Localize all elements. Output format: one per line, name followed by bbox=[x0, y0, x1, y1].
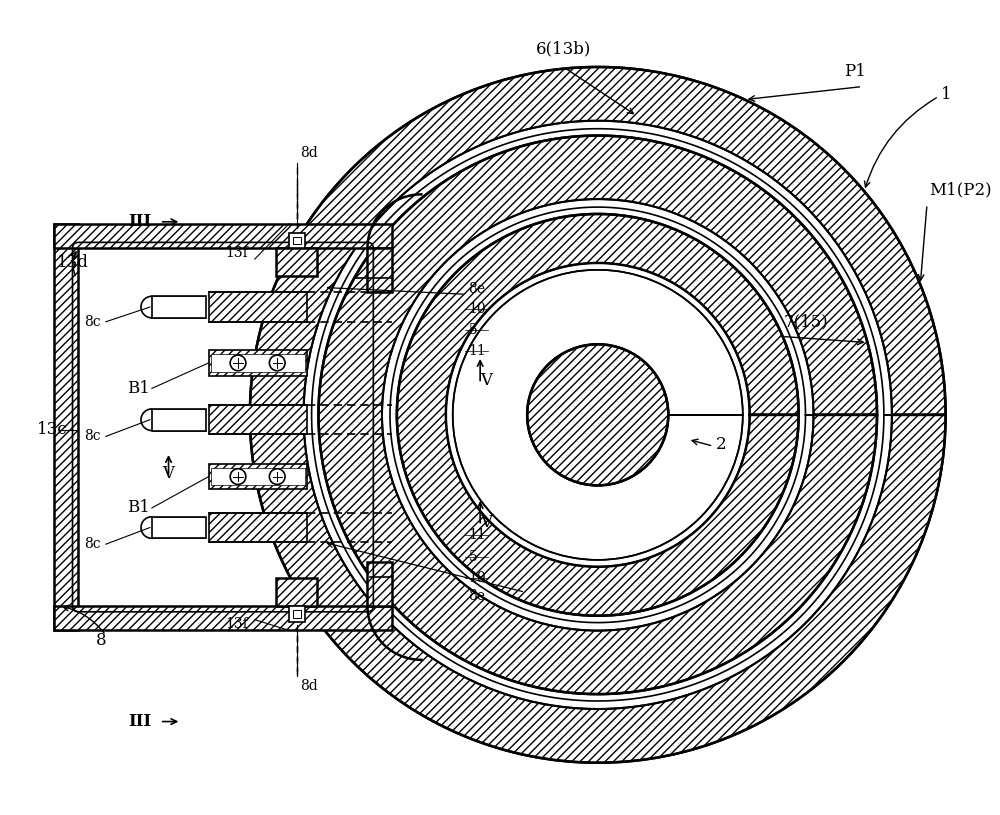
Bar bbox=[276, 579, 317, 606]
Bar bbox=[293, 236, 301, 244]
Text: V: V bbox=[163, 465, 175, 482]
Bar bbox=[293, 610, 301, 618]
Text: B1: B1 bbox=[127, 500, 150, 517]
Text: 8c: 8c bbox=[84, 537, 101, 551]
Text: 8c: 8c bbox=[84, 315, 101, 328]
Text: 13f: 13f bbox=[226, 246, 249, 260]
Bar bbox=[211, 468, 305, 486]
Text: 1: 1 bbox=[941, 86, 951, 103]
Polygon shape bbox=[382, 200, 813, 631]
Bar bbox=[367, 562, 392, 606]
Bar bbox=[54, 224, 392, 249]
Text: 11: 11 bbox=[468, 344, 486, 358]
Bar bbox=[209, 293, 307, 322]
Bar bbox=[209, 405, 307, 434]
Polygon shape bbox=[304, 121, 892, 709]
Text: 8e: 8e bbox=[468, 589, 485, 603]
Text: 5: 5 bbox=[468, 323, 477, 337]
Text: V: V bbox=[480, 514, 492, 531]
Text: 5: 5 bbox=[468, 550, 477, 564]
Text: M1(P2): M1(P2) bbox=[929, 181, 992, 198]
Polygon shape bbox=[453, 270, 743, 560]
Bar bbox=[54, 606, 392, 631]
Text: 8d: 8d bbox=[300, 146, 318, 161]
Bar bbox=[209, 513, 307, 542]
Text: B1: B1 bbox=[127, 380, 150, 397]
Text: P1: P1 bbox=[844, 64, 865, 81]
Text: 11: 11 bbox=[468, 528, 486, 542]
Text: 8c: 8c bbox=[84, 430, 101, 443]
Bar bbox=[289, 232, 305, 249]
Bar bbox=[209, 350, 307, 376]
Text: 13c: 13c bbox=[37, 421, 68, 438]
Text: V: V bbox=[480, 372, 492, 389]
Text: 10: 10 bbox=[468, 302, 486, 316]
Bar bbox=[152, 409, 206, 430]
Text: 6(13b): 6(13b) bbox=[536, 41, 591, 58]
Text: 8d: 8d bbox=[300, 679, 318, 694]
Text: III: III bbox=[129, 214, 152, 231]
Text: 2: 2 bbox=[715, 436, 726, 453]
Bar bbox=[152, 517, 206, 539]
Text: 8: 8 bbox=[96, 632, 107, 649]
Polygon shape bbox=[250, 67, 946, 763]
Text: 13f: 13f bbox=[226, 617, 249, 631]
Polygon shape bbox=[318, 135, 877, 694]
Text: 10: 10 bbox=[468, 571, 486, 585]
Text: 13d: 13d bbox=[57, 254, 89, 271]
Bar bbox=[209, 464, 307, 489]
Bar bbox=[211, 354, 305, 372]
Text: 7(15): 7(15) bbox=[784, 313, 829, 330]
Text: 8e: 8e bbox=[468, 283, 485, 297]
Bar bbox=[276, 249, 317, 275]
Polygon shape bbox=[397, 214, 799, 615]
Bar bbox=[367, 249, 392, 293]
Bar bbox=[289, 606, 305, 622]
Circle shape bbox=[527, 344, 668, 486]
Bar bbox=[54, 224, 78, 631]
Text: III: III bbox=[129, 713, 152, 730]
Bar bbox=[152, 297, 206, 318]
